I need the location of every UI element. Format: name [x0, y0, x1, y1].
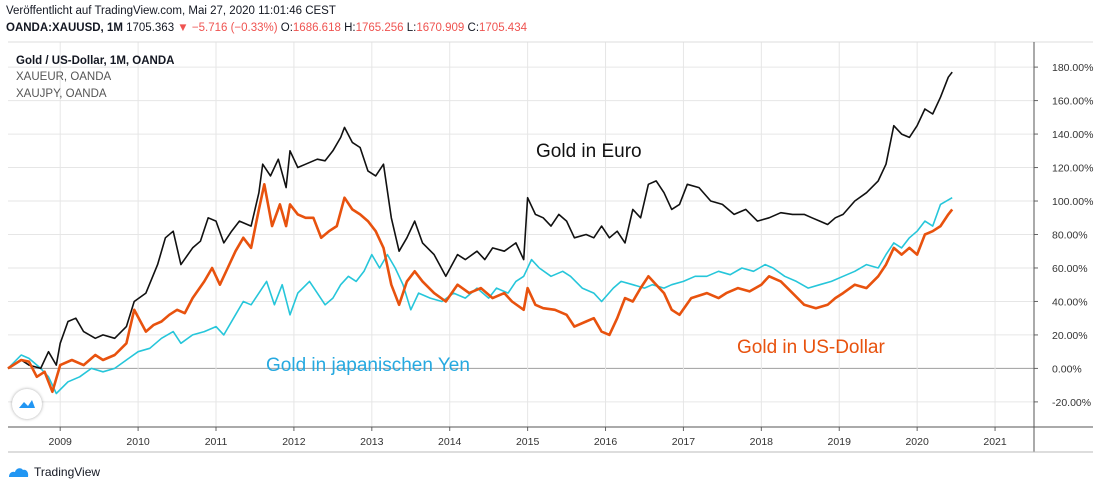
- x-tick-label: 2013: [360, 436, 384, 448]
- footer-brand-label: TradingView: [34, 465, 101, 479]
- x-tick-label: 2010: [126, 436, 150, 448]
- x-tick-label: 2017: [672, 436, 696, 448]
- close-value: 1705.434: [479, 22, 527, 34]
- series-line-eur[interactable]: [7, 71, 953, 370]
- y-tick-label: 100.00%: [1052, 196, 1093, 208]
- low-label: L:: [406, 22, 417, 34]
- x-tick-label: 2016: [594, 436, 618, 448]
- y-tick-label: 120.00%: [1052, 163, 1093, 175]
- last-price: 1705.363: [126, 22, 175, 34]
- x-tick-label: 2020: [905, 436, 929, 448]
- tradingview-cloud-icon: [9, 468, 29, 477]
- x-tick-label: 2014: [438, 436, 462, 448]
- x-tick-label: 2009: [49, 436, 73, 448]
- price-change: −5.716 (−0.33%): [191, 22, 278, 34]
- open-value: 1686.618: [292, 22, 341, 34]
- y-tick-label: 0.00%: [1052, 363, 1082, 375]
- annotation-gold-jpy: Gold in japanischen Yen: [266, 355, 470, 376]
- tradingview-cloud-icon: [19, 400, 35, 408]
- y-tick-label: 20.00%: [1052, 330, 1088, 342]
- footer-brand[interactable]: TradingView: [8, 465, 100, 479]
- annotation-gold-usd: Gold in US-Dollar: [737, 337, 885, 358]
- x-tick-label: 2019: [828, 436, 852, 448]
- tradingview-badge[interactable]: [12, 389, 42, 419]
- x-tick-label: 2018: [750, 436, 774, 448]
- series-line-usd[interactable]: [7, 183, 954, 394]
- y-tick-label: 140.00%: [1052, 129, 1093, 141]
- symbol-label[interactable]: OANDA:XAUUSD, 1M: [6, 22, 123, 34]
- y-tick-label: 160.00%: [1052, 96, 1093, 108]
- x-tick-label: 2021: [983, 436, 1007, 448]
- x-tick-label: 2015: [516, 436, 540, 448]
- ohlc-line: OANDA:XAUUSD, 1M 1705.363 ▼ −5.716 (−0.3…: [6, 22, 527, 34]
- y-tick-label: 180.00%: [1052, 62, 1093, 74]
- x-tick-label: 2012: [282, 436, 306, 448]
- open-label: O:: [280, 22, 293, 34]
- annotation-gold-euro: Gold in Euro: [536, 141, 642, 162]
- x-tick-label: 2011: [205, 436, 228, 448]
- legend-main-series[interactable]: Gold / US-Dollar, 1M, OANDA: [16, 55, 175, 67]
- y-tick-label: -20.00%: [1052, 397, 1091, 409]
- triangle-down-icon: ▼: [177, 22, 189, 34]
- high-label: H:: [344, 22, 356, 34]
- legend-series-eur[interactable]: XAUEUR, OANDA: [16, 71, 112, 83]
- y-tick-label: 60.00%: [1052, 263, 1088, 275]
- high-value: 1765.256: [355, 22, 404, 34]
- series-line-jpy[interactable]: [7, 197, 953, 395]
- y-tick-label: 40.00%: [1052, 296, 1088, 308]
- low-value: 1670.909: [416, 22, 465, 34]
- y-tick-label: 80.00%: [1052, 230, 1088, 242]
- close-label: C:: [467, 22, 480, 34]
- legend-series-jpy[interactable]: XAUJPY, OANDA: [16, 88, 107, 100]
- published-line: Veröffentlicht auf TradingView.com, Mai …: [6, 5, 336, 17]
